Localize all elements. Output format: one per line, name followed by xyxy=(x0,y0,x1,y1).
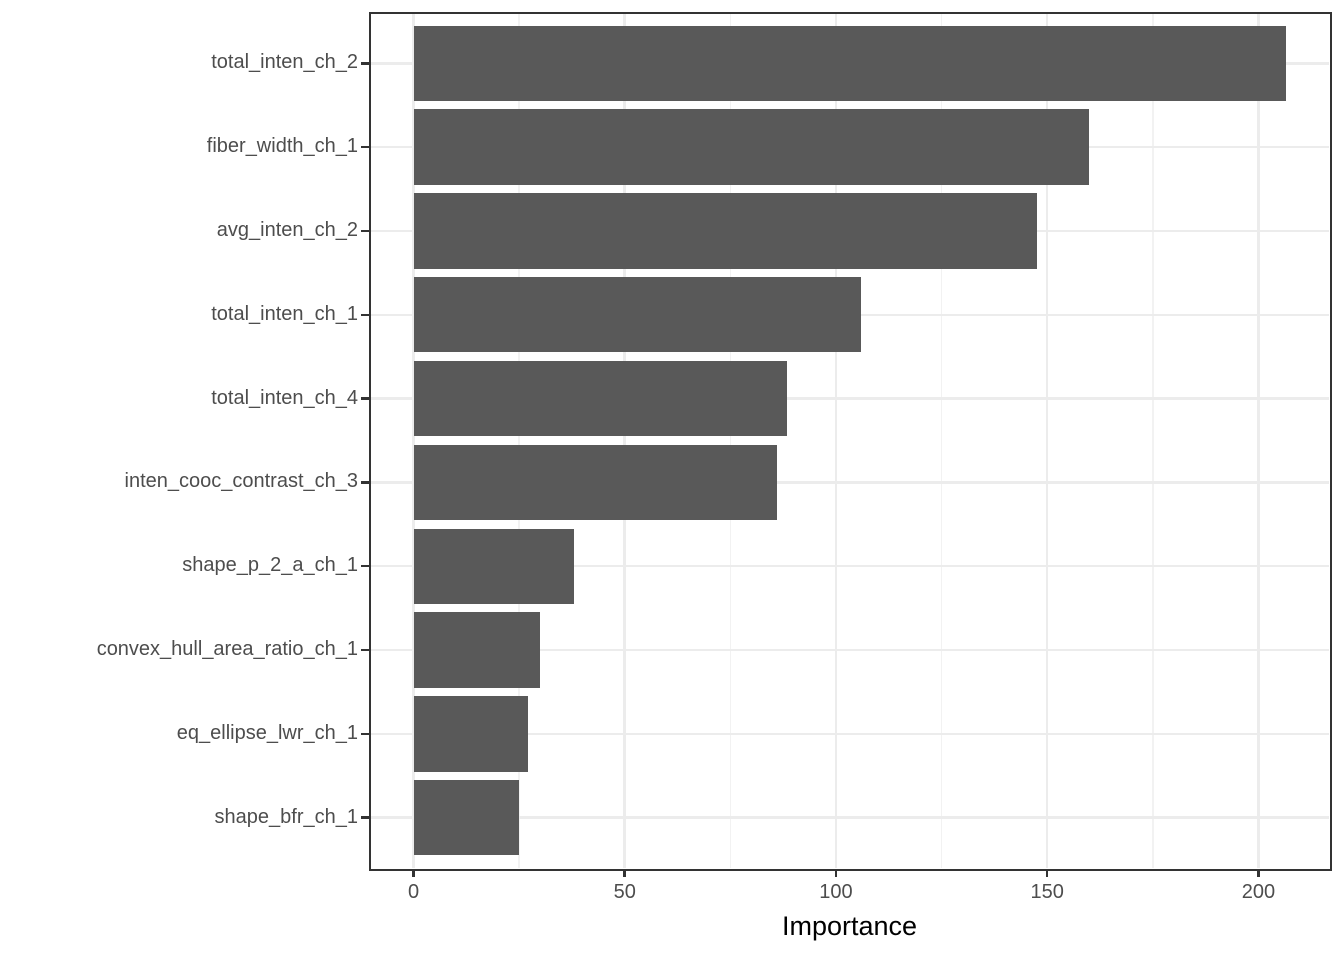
y-axis-tick xyxy=(361,62,369,65)
importance-bar xyxy=(413,528,575,604)
y-axis-label: total_inten_ch_1 xyxy=(211,302,358,325)
importance-bar xyxy=(413,696,528,772)
y-axis-label: shape_bfr_ch_1 xyxy=(214,805,358,828)
importance-bar xyxy=(413,109,1090,185)
y-axis-label: eq_ellipse_lwr_ch_1 xyxy=(176,721,358,744)
y-gridline-major xyxy=(370,481,1329,484)
x-axis-tick-label: 200 xyxy=(1241,881,1276,903)
y-axis-label: total_inten_ch_4 xyxy=(211,386,358,409)
y-axis-tick xyxy=(361,732,369,736)
importance-bar xyxy=(413,360,788,437)
x-axis-tick xyxy=(1045,869,1049,877)
y-gridline-major xyxy=(370,648,1329,652)
y-axis-label: fiber_width_ch_1 xyxy=(206,135,358,158)
y-axis-tick xyxy=(361,564,369,568)
y-axis-label: avg_inten_ch_2 xyxy=(216,218,358,241)
y-axis-tick xyxy=(361,816,369,819)
y-axis-label: total_inten_ch_2 xyxy=(211,51,358,74)
x-axis-tick-label: 100 xyxy=(819,881,853,903)
plot-panel xyxy=(370,13,1329,868)
y-axis-tick xyxy=(361,229,369,233)
y-gridline-major xyxy=(370,816,1329,819)
y-axis: total_inten_ch_2 fiber_width_ch_1 avg_inte… xyxy=(0,13,358,868)
x-gridline-minor xyxy=(518,13,520,868)
x-gridline-major xyxy=(1045,13,1049,868)
x-gridline-major xyxy=(1257,13,1260,868)
importance-bar xyxy=(413,444,777,521)
x-gridline-minor xyxy=(729,13,732,868)
y-axis-tick xyxy=(361,145,369,149)
x-axis-tick-label: 50 xyxy=(613,881,636,903)
y-gridline-major xyxy=(370,564,1329,568)
x-gridline-minor xyxy=(940,13,943,868)
y-axis-tick xyxy=(361,313,369,316)
x-gridline-major xyxy=(412,13,415,868)
y-axis-label: inten_cooc_contrast_ch_3 xyxy=(124,470,359,493)
x-gridline-major xyxy=(834,13,838,868)
x-axis-tick xyxy=(1257,869,1260,877)
x-axis-tick xyxy=(412,869,415,877)
x-axis-title: Importance xyxy=(781,911,918,941)
x-axis-tick xyxy=(834,869,838,877)
y-gridline-major xyxy=(370,397,1329,400)
importance-bar xyxy=(413,25,1286,101)
y-axis-label: convex_hull_area_ratio_ch_1 xyxy=(96,638,358,661)
y-axis-tick xyxy=(361,648,369,652)
y-axis-label: shape_p_2_a_ch_1 xyxy=(182,554,358,577)
importance-bar xyxy=(413,277,862,353)
importance-bar xyxy=(413,612,541,688)
x-gridline-major xyxy=(623,13,626,868)
importance-bar xyxy=(413,779,520,856)
importance-bar xyxy=(413,193,1037,269)
x-axis-tick xyxy=(623,869,626,877)
x-axis-tick-label: 150 xyxy=(1030,881,1064,903)
y-gridline-major xyxy=(370,732,1329,736)
x-gridline-minor xyxy=(1152,13,1154,868)
y-axis-tick xyxy=(361,481,369,484)
y-axis-tick xyxy=(361,397,369,400)
x-axis-tick-label: 0 xyxy=(407,881,420,903)
